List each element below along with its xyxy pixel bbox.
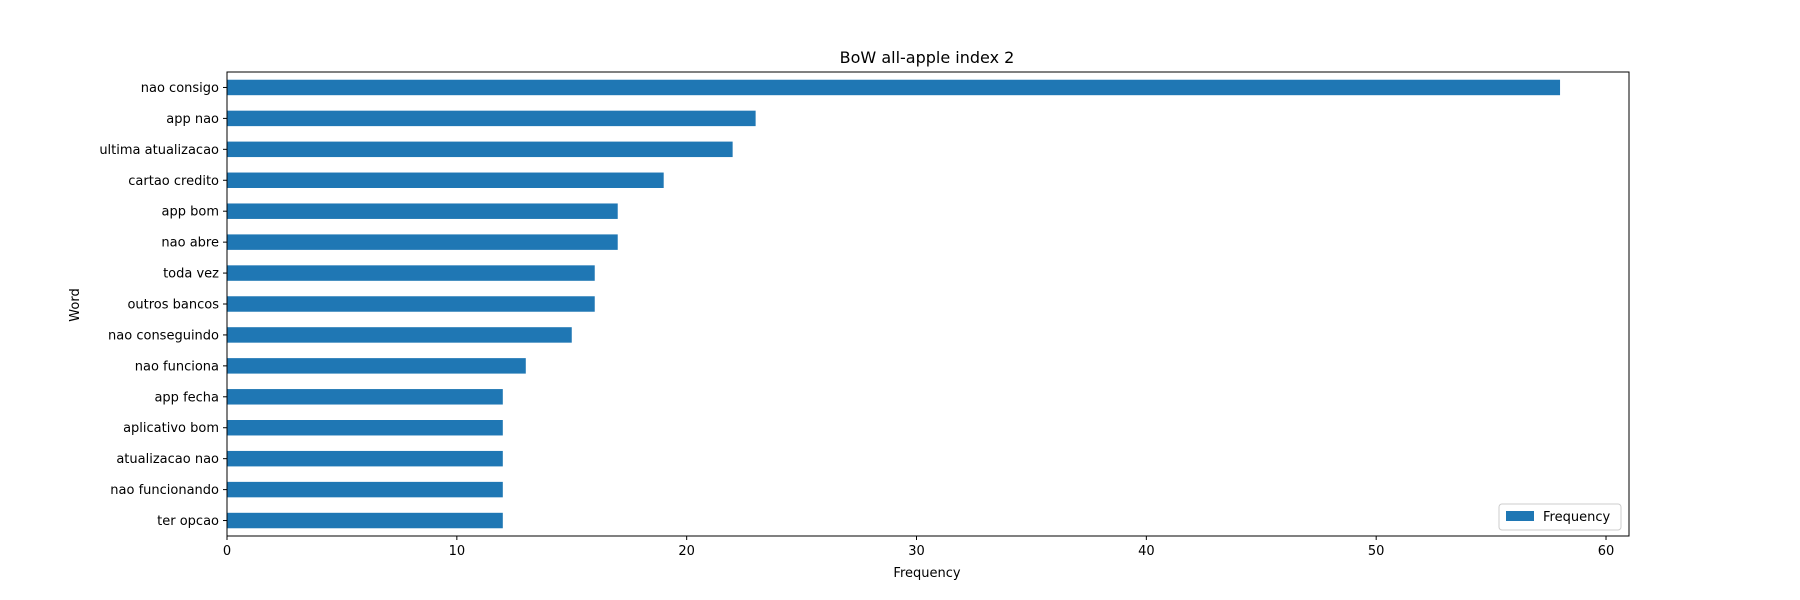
x-tick-label: 30 [908,544,925,559]
bars-layer [227,79,1561,529]
bar [227,296,595,312]
y-tick-label: outros bancos [127,298,219,313]
y-tick-label: toda vez [163,267,219,282]
bar [227,172,664,188]
bar [227,327,572,343]
legend: Frequency [1498,503,1622,531]
x-tick-label: 60 [1598,544,1615,559]
bar [227,234,618,250]
x-axis-label: Frequency [893,566,960,581]
x-tick-label: 20 [678,544,695,559]
x-tick-label: 50 [1368,544,1385,559]
y-tick-label: app fecha [154,390,219,405]
chart-title: BoW all-apple index 2 [840,48,1015,67]
legend-label: Frequency [1543,510,1610,525]
y-tick-label: ultima atualizacao [99,143,219,158]
bar [227,389,503,405]
y-tick-label: app bom [162,205,219,220]
bar [227,265,595,281]
x-axis: 0 10 20 30 40 50 60 [223,536,1614,559]
legend-swatch [1506,511,1534,521]
x-tick-label: 0 [223,544,231,559]
bar [227,110,756,127]
y-tick-label: nao abre [161,236,219,251]
y-tick-label: ter opcao [157,514,219,529]
bar [227,141,733,158]
legend-frame [1498,503,1622,531]
y-tick-label: aplicativo bom [123,421,219,436]
bar [227,481,503,498]
y-axis-label: Word [68,288,83,321]
x-tick-label: 10 [449,544,466,559]
bar [227,450,503,467]
y-tick-label: nao consigo [141,81,219,96]
bar [227,203,618,219]
bar [227,420,503,436]
bar [227,79,1561,96]
y-tick-label: nao conseguindo [108,328,219,343]
y-axis: nao consigo app nao ultima atualizacao cart… [99,81,227,529]
y-tick-label: cartao credito [128,174,219,189]
y-tick-label: app nao [166,112,219,127]
bar [227,358,526,374]
y-tick-label: nao funcionando [110,483,219,498]
y-tick-label: atualizacao nao [116,452,219,467]
y-tick-label: nao funciona [135,359,219,374]
bar [227,512,503,529]
x-tick-label: 40 [1138,544,1155,559]
